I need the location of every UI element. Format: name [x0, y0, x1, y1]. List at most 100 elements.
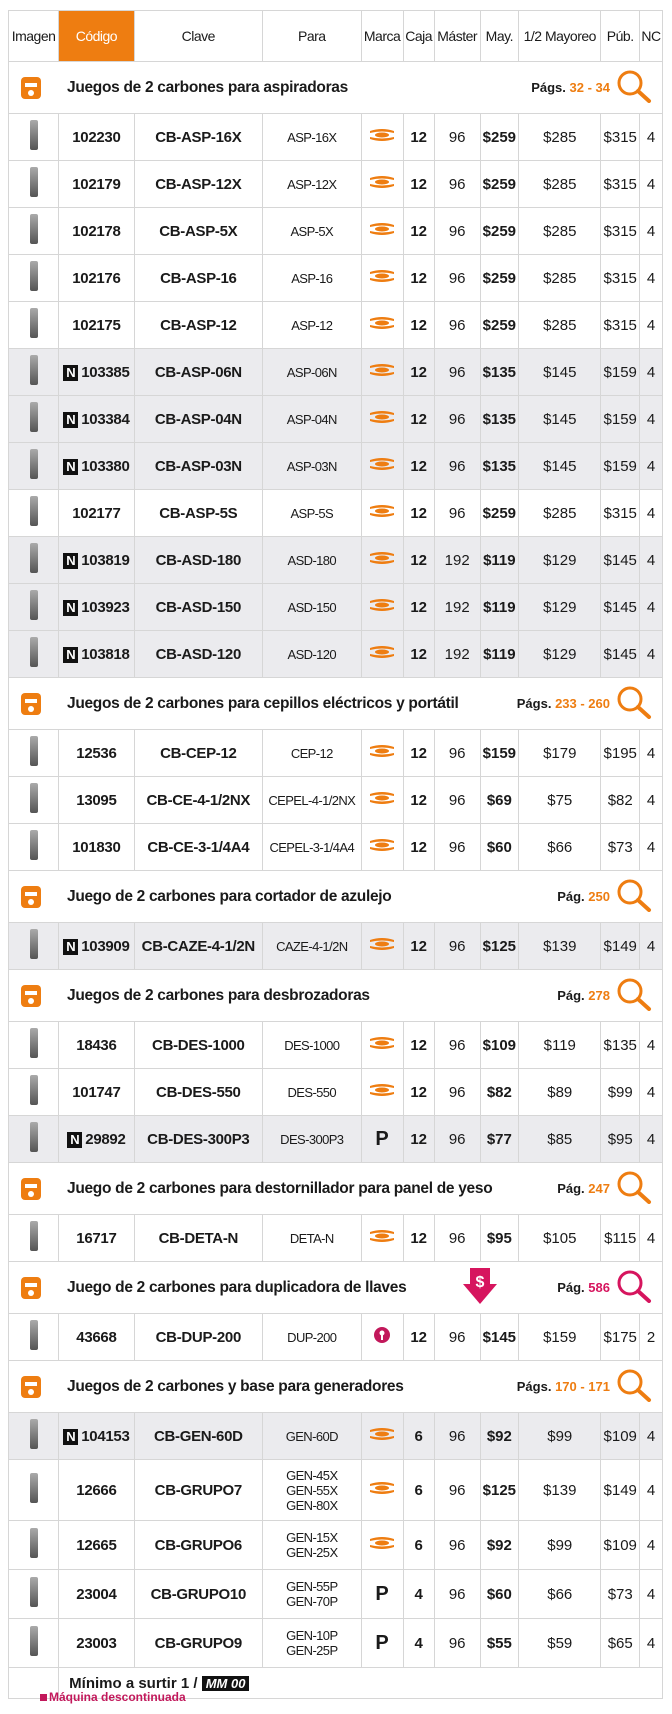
search-catalog-icon[interactable]: [616, 1269, 652, 1307]
search-catalog-icon[interactable]: [616, 1368, 652, 1406]
section-bar: Juego de 2 carbones para destornillador …: [9, 1163, 662, 1214]
minimum-text: Mínimo a surtir 1 /: [69, 1674, 198, 1692]
master-cell: 96: [433, 922, 481, 970]
table-row[interactable]: 43668 CB-DUP-200 DUP-200 12 96 $145 $159 $175 2: [7, 1313, 663, 1361]
table-row[interactable]: 16717 CB-DETA-N DETA-N 12 96 $95 $105 $115 4: [7, 1214, 663, 1262]
para-model: ASP-12X: [287, 176, 337, 192]
codigo: 103819: [81, 551, 130, 569]
table-row[interactable]: 23003 CB-GRUPO9 GEN-10P GEN-25P P 4 96 $55 $59 $6…: [7, 1618, 663, 1668]
product-thumbnail: [29, 449, 38, 479]
publico-cell: $195: [600, 729, 640, 777]
publico-cell: $73: [600, 823, 640, 871]
table-row[interactable]: N 103923 CB-ASD-150 ASD-150 12 192 $119 $129 $14…: [7, 583, 663, 631]
codigo: 103818: [81, 645, 130, 663]
codigo-cell: 23004: [58, 1569, 135, 1619]
table-row[interactable]: 18436 CB-DES-1000 DES-1000 12 96 $109 $119 $135…: [7, 1021, 663, 1069]
table-row[interactable]: 13095 CB-CE-4-1/2NX CEPEL-4-1/2NX 12 96 $69 $7…: [7, 776, 663, 824]
codigo: 12666: [76, 1481, 117, 1499]
table-row[interactable]: 102178 CB-ASP-5X ASP-5X 12 96 $259 $285 $315 4: [7, 207, 663, 255]
product-thumbnail: [29, 830, 38, 860]
search-catalog-icon[interactable]: [616, 1170, 652, 1208]
clave-cell: CB-GRUPO10: [133, 1569, 263, 1619]
search-catalog-icon[interactable]: [616, 685, 652, 723]
mm-badge: MM 00: [201, 1675, 250, 1691]
table-row[interactable]: 102230 CB-ASP-16X ASP-16X 12 96 $259 $285 $315 4: [7, 113, 663, 161]
search-catalog-icon[interactable]: [616, 69, 652, 107]
table-row[interactable]: 23004 CB-GRUPO10 GEN-55P GEN-70P P 4 96 $60 $66 $…: [7, 1569, 663, 1619]
caja-cell: 12: [402, 395, 435, 443]
product-image-cell: [7, 1459, 60, 1521]
para-cell: GEN-15X GEN-25X: [261, 1520, 362, 1570]
codigo-cell: N 103909: [58, 922, 135, 970]
codigo-cell: 12665: [58, 1520, 135, 1570]
table-row[interactable]: N 103819 CB-ASD-180 ASD-180 12 192 $119 $129 $14…: [7, 536, 663, 584]
clave-cell: CB-DES-1000: [133, 1021, 263, 1069]
search-catalog-icon[interactable]: [616, 977, 652, 1015]
brand-truper-icon: [369, 317, 395, 334]
para-cell: DES-300P3: [261, 1115, 362, 1163]
table-row[interactable]: N 103384 CB-ASP-04N ASP-04N 12 96 $135 $145 $159…: [7, 395, 663, 443]
mayoreo-cell: $82: [479, 1068, 520, 1116]
table-row[interactable]: 12665 CB-GRUPO6 GEN-15X GEN-25X 6 96 $92 $99 $10…: [7, 1520, 663, 1570]
section-bar: Juegos de 2 carbones para desbrozadoras P…: [9, 970, 662, 1021]
para-model: DUP-200: [287, 1329, 337, 1345]
clave-cell: CB-DES-550: [133, 1068, 263, 1116]
brand-truper-icon: [369, 129, 395, 146]
table-row[interactable]: N 103385 CB-ASP-06N ASP-06N 12 96 $135 $145 $159…: [7, 348, 663, 396]
section-header: Juegos de 2 carbones para aspiradoras Pág…: [8, 61, 663, 114]
clave-cell: CB-ASD-180: [133, 536, 263, 584]
marca-cell: [360, 301, 404, 349]
table-row[interactable]: 102175 CB-ASP-12 ASP-12 12 96 $259 $285 $315 4: [7, 301, 663, 349]
table-row[interactable]: 12536 CB-CEP-12 CEP-12 12 96 $159 $179 $195 4: [7, 729, 663, 777]
publico-cell: $145: [600, 536, 640, 584]
para-cell: DES-550: [261, 1068, 362, 1116]
clave-cell: CB-ASD-120: [133, 630, 263, 678]
para-model: ASP-03N: [286, 458, 338, 474]
product-image-cell: [7, 395, 60, 443]
table-row[interactable]: N 103380 CB-ASP-03N ASP-03N 12 96 $135 $145 $159…: [7, 442, 663, 490]
column-header-publico: Púb.: [600, 10, 640, 62]
page-reference: Pág. 278: [557, 988, 610, 1003]
table-row[interactable]: N 103818 CB-ASD-120 ASD-120 12 192 $119 $129 $14…: [7, 630, 663, 678]
table-row[interactable]: N 104153 CB-GEN-60D GEN-60D 6 96 $92 $99 $109 4: [7, 1412, 663, 1460]
para-cell: GEN-10P GEN-25P: [261, 1618, 362, 1668]
brand-truper-icon: [369, 792, 395, 809]
brand-truper-icon: [369, 270, 395, 287]
nc-cell: 4: [639, 113, 663, 161]
table-row[interactable]: N 103909 CB-CAZE-4-1/2N CAZE-4-1/2N 12 96 $125…: [7, 922, 663, 970]
table-row[interactable]: 12666 CB-GRUPO7 GEN-45X GEN-55X GEN-80X 6 96 $1…: [7, 1459, 663, 1521]
medio-mayoreo-cell: $99: [518, 1412, 602, 1460]
search-catalog-icon[interactable]: [616, 878, 652, 916]
table-row[interactable]: 102179 CB-ASP-12X ASP-12X 12 96 $259 $285 $315 4: [7, 160, 663, 208]
table-row[interactable]: 102176 CB-ASP-16 ASP-16 12 96 $259 $285 $315 4: [7, 254, 663, 302]
table-row[interactable]: N 29892 CB-DES-300P3 DES-300P3 P 12 96 $77 $85 $9…: [7, 1115, 663, 1163]
publico-cell: $315: [600, 254, 640, 302]
clave-cell: CB-ASP-5X: [133, 207, 263, 255]
nc-cell: 4: [639, 160, 663, 208]
para-model: CEPEL-4-1/2NX: [268, 792, 356, 808]
mayoreo-cell: $119: [479, 536, 520, 584]
section-header: Juegos de 2 carbones y base para generad…: [8, 1360, 663, 1413]
table-row[interactable]: 101830 CB-CE-3-1/4A4 CEPEL-3-1/4A4 12 96 $60 $…: [7, 823, 663, 871]
publico-cell: $145: [600, 630, 640, 678]
product-thumbnail: [29, 496, 38, 526]
column-header-medio-mayoreo: 1/2 Mayoreo: [518, 10, 602, 62]
brand-pretul-icon: P: [375, 1631, 389, 1654]
para-model: ASP-16X: [287, 129, 337, 145]
codigo: 23004: [76, 1585, 117, 1603]
master-cell: 192: [433, 536, 481, 584]
minimum-note: Mínimo a surtir 1 / MM 00: [58, 1667, 663, 1699]
table-row[interactable]: 102177 CB-ASP-5S ASP-5S 12 96 $259 $285 $315 4: [7, 489, 663, 537]
product-thumbnail: [29, 590, 38, 620]
brand-pretul-icon: P: [375, 1127, 389, 1150]
clave-cell: CB-CE-4-1/2NX: [133, 776, 263, 824]
master-cell: 192: [433, 583, 481, 631]
section-bar: Juego de 2 carbones para cortador de azu…: [9, 871, 662, 922]
caja-cell: 12: [402, 922, 435, 970]
table-row[interactable]: 101747 CB-DES-550 DES-550 12 96 $82 $89 $99 4: [7, 1068, 663, 1116]
para-model: ASP-5X: [290, 223, 334, 239]
pages-label: Págs.: [531, 80, 566, 95]
caja-cell: 12: [402, 583, 435, 631]
mayoreo-cell: $92: [479, 1520, 520, 1570]
product-image-cell: [7, 583, 60, 631]
